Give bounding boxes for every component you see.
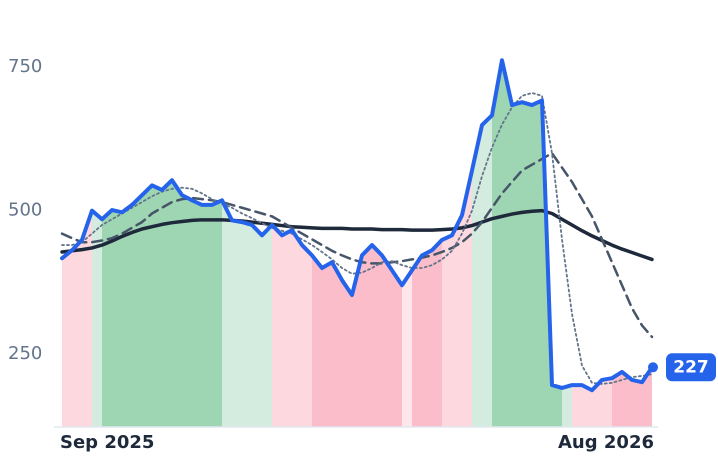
region (492, 60, 562, 428)
region (402, 270, 412, 427)
region (442, 170, 472, 428)
value-label: 227 (673, 357, 709, 377)
region (62, 210, 92, 427)
region (572, 378, 612, 427)
region (562, 385, 572, 427)
region (312, 245, 402, 427)
moving-average-line (61, 92, 653, 385)
y-tick-label: 250 (8, 343, 42, 364)
region (222, 200, 272, 427)
x-tick-label: Sep 2025 (60, 432, 154, 453)
moving-average-line (60, 208, 654, 262)
y-tick-label: 750 (8, 56, 42, 77)
x-tick-label: Aug 2026 (558, 432, 654, 453)
last-value-dot (648, 362, 658, 373)
price-line (60, 58, 654, 393)
value-badge (666, 353, 716, 382)
region (272, 224, 312, 427)
region (412, 239, 442, 427)
moving-average-line (60, 151, 654, 339)
region (92, 210, 102, 427)
y-tick-label: 500 (8, 200, 42, 221)
region (102, 180, 222, 427)
